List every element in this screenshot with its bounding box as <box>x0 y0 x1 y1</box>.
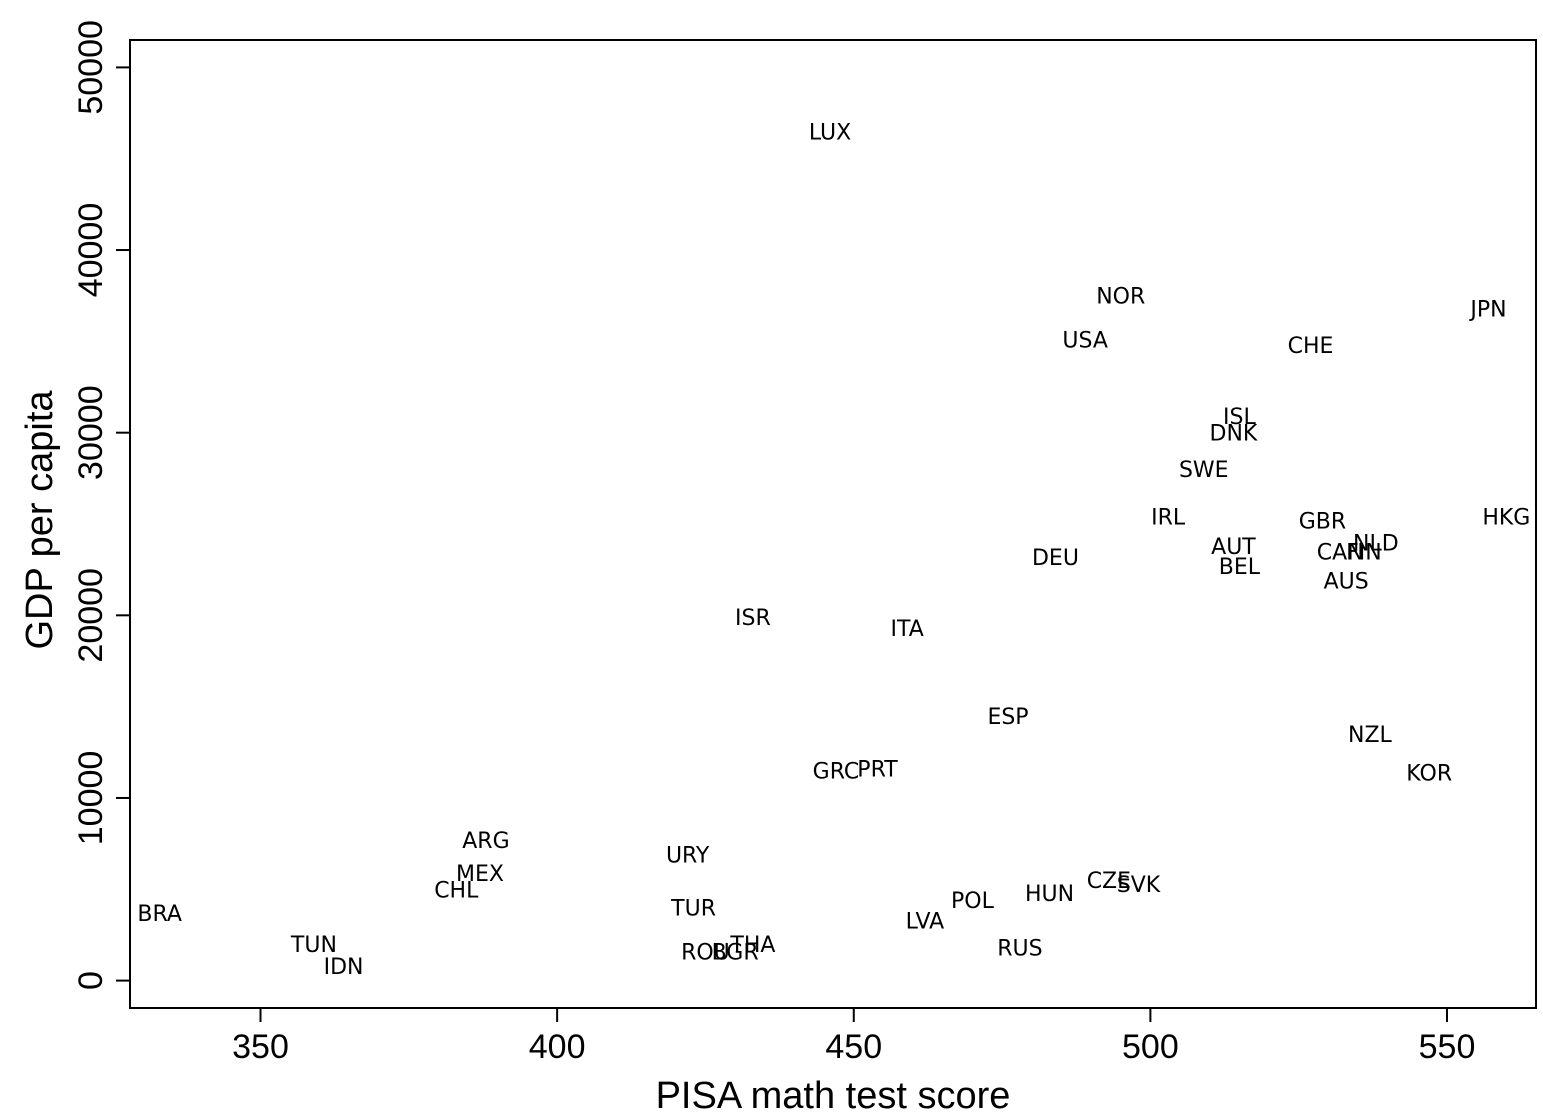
point-label-nor: NOR <box>1096 285 1145 310</box>
point-label-fin: FIN <box>1346 540 1382 565</box>
point-label-bgr: BGR <box>712 940 759 965</box>
point-label-bel: BEL <box>1219 555 1261 580</box>
point-label-hkg: HKG <box>1482 506 1530 531</box>
plot-frame <box>129 39 1537 1009</box>
x-tick-label: 400 <box>529 1028 586 1066</box>
y-axis: 0 10000 20000 30000 40000 50000 <box>72 20 130 990</box>
point-label-lux: LUX <box>809 120 851 145</box>
point-label-kor: KOR <box>1406 761 1452 786</box>
point-label-tur: TUR <box>670 897 716 922</box>
point-label-jpn: JPN <box>1468 297 1506 322</box>
point-label-ury: URY <box>666 844 710 869</box>
point-label-nzl: NZL <box>1348 723 1393 748</box>
point-label-tha: THA <box>729 933 775 958</box>
point-label-tun: TUN <box>290 933 337 958</box>
point-label-lva: LVA <box>906 909 945 934</box>
point-label-gbr: GBR <box>1299 509 1346 534</box>
x-axis-title: PISA math test score <box>656 1075 1011 1117</box>
point-label-chl: CHL <box>434 878 479 903</box>
point-label-can: CAN <box>1317 540 1364 565</box>
point-label-deu: DEU <box>1032 546 1079 571</box>
y-tick-label: 10000 <box>72 751 110 846</box>
point-label-che: CHE <box>1288 334 1334 359</box>
point-label-dnk: DNK <box>1210 422 1258 447</box>
point-label-bra: BRA <box>137 902 182 927</box>
x-tick-label: 500 <box>1122 1028 1179 1066</box>
point-label-isr: ISR <box>735 606 771 631</box>
point-label-aus: AUS <box>1324 570 1369 595</box>
point-label-idn: IDN <box>324 955 364 980</box>
point-label-pol: POL <box>951 889 995 914</box>
y-axis-title: GDP per capita <box>19 390 61 650</box>
point-label-aut: AUT <box>1211 535 1256 560</box>
point-label-usa: USA <box>1062 329 1108 354</box>
point-label-irl: IRL <box>1151 506 1186 531</box>
y-tick-label: 40000 <box>72 203 110 298</box>
point-label-prt: PRT <box>857 758 898 783</box>
point-label-swe: SWE <box>1179 458 1229 483</box>
y-tick-label: 0 <box>72 971 110 990</box>
y-tick-label: 20000 <box>72 568 110 663</box>
y-tick-label: 50000 <box>72 20 110 115</box>
point-label-mex: MEX <box>456 862 504 887</box>
point-label-grc: GRC <box>813 760 860 785</box>
y-tick-label: 30000 <box>72 385 110 480</box>
point-label-esp: ESP <box>987 705 1028 730</box>
point-label-cze: CZE <box>1087 869 1131 894</box>
point-label-rou: ROU <box>681 940 730 965</box>
point-label-rus: RUS <box>997 937 1042 962</box>
point-label-hun: HUN <box>1025 882 1074 907</box>
x-tick-label: 350 <box>232 1028 289 1066</box>
point-label-isl: ISL <box>1223 405 1256 430</box>
point-label-nld: NLD <box>1353 531 1399 556</box>
x-axis: 350 400 450 500 550 <box>232 1008 1475 1066</box>
x-tick-label: 450 <box>825 1028 882 1066</box>
point-label-arg: ARG <box>462 829 509 854</box>
x-tick-label: 550 <box>1419 1028 1476 1066</box>
point-label-svk: SVK <box>1117 873 1161 898</box>
point-label-ita: ITA <box>891 617 924 642</box>
